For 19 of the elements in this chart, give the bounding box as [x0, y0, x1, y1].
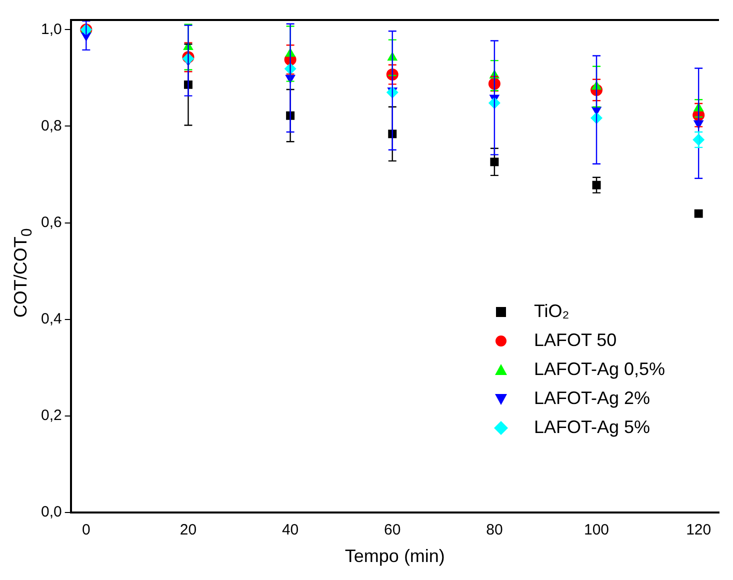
x-tick-label: 120 [686, 522, 712, 539]
x-tick-label: 20 [180, 522, 197, 539]
legend-label: LAFOT 50 [534, 330, 617, 351]
y-tick-label: 0,2 [40, 406, 62, 424]
x-axis-title: Tempo (min) [344, 546, 445, 566]
y-tick-label: 0,8 [40, 117, 62, 134]
legend-label: TiO₂ [534, 301, 570, 322]
x-tick-label: 100 [584, 522, 610, 539]
y-tick-label: 0,6 [40, 214, 62, 231]
x-tick-label: 80 [486, 522, 503, 539]
x-tick-label: 60 [384, 522, 401, 539]
legend-label: LAFOT-Ag 2% [534, 388, 650, 409]
x-tick-label: 0 [82, 522, 90, 539]
y-tick-label: 0,4 [40, 310, 62, 328]
x-tick-label: 40 [282, 522, 299, 539]
legend-label: LAFOT-Ag 5% [534, 417, 650, 438]
legend-label: LAFOT-Ag 0,5% [534, 359, 665, 380]
y-tick-label: 1,0 [40, 20, 62, 38]
y-tick-label: 0,0 [40, 504, 62, 521]
